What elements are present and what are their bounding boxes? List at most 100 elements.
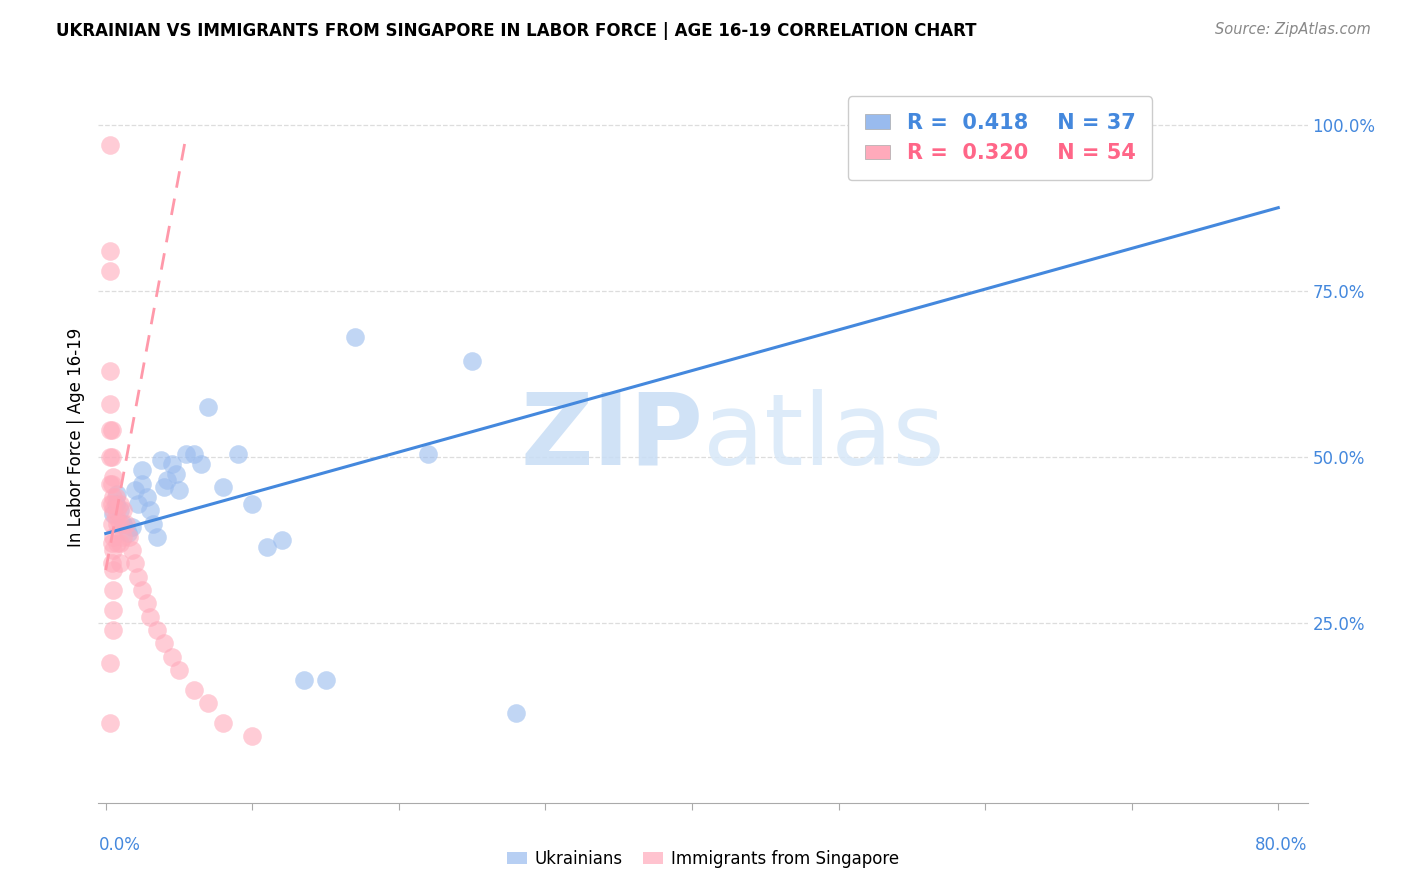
Point: [112, 516, 135, 531]
Point: [101, 470, 124, 484]
Point: [100, 536, 122, 550]
Point: [153, 636, 176, 650]
Point: [115, 516, 138, 531]
Point: [118, 530, 141, 544]
Point: [131, 463, 153, 477]
Point: [98, 397, 121, 411]
Point: [146, 530, 169, 544]
Point: [101, 563, 124, 577]
Text: Source: ZipAtlas.com: Source: ZipAtlas.com: [1215, 22, 1371, 37]
Text: 0.0%: 0.0%: [98, 836, 141, 854]
Point: [240, 497, 263, 511]
Point: [112, 530, 135, 544]
Point: [127, 570, 149, 584]
Point: [105, 509, 128, 524]
Point: [156, 473, 179, 487]
Point: [153, 480, 176, 494]
Point: [505, 706, 527, 720]
Y-axis label: In Labor Force | Age 16-19: In Labor Force | Age 16-19: [66, 327, 84, 547]
Point: [101, 543, 124, 558]
Point: [101, 503, 124, 517]
Point: [315, 673, 337, 687]
Point: [101, 490, 124, 504]
Point: [101, 582, 124, 597]
Point: [101, 603, 124, 617]
Point: [1121, 118, 1143, 132]
Point: [98, 363, 121, 377]
Point: [110, 536, 132, 550]
Point: [131, 582, 153, 597]
Point: [98, 656, 121, 670]
Point: [98, 716, 121, 731]
Point: [135, 490, 157, 504]
Point: [98, 450, 121, 464]
Point: [160, 457, 183, 471]
Legend: Ukrainians, Immigrants from Singapore: Ukrainians, Immigrants from Singapore: [501, 844, 905, 875]
Point: [418, 447, 440, 461]
Point: [138, 609, 160, 624]
Point: [98, 497, 121, 511]
Point: [110, 557, 132, 571]
Point: [461, 353, 484, 368]
Point: [112, 503, 135, 517]
Point: [98, 476, 121, 491]
Point: [107, 536, 129, 550]
Point: [197, 696, 219, 710]
Point: [270, 533, 292, 548]
Point: [135, 596, 157, 610]
Point: [146, 623, 169, 637]
Point: [100, 450, 122, 464]
Point: [100, 516, 122, 531]
Point: [167, 483, 190, 498]
Point: [100, 476, 122, 491]
Point: [100, 424, 122, 438]
Point: [98, 424, 121, 438]
Point: [343, 330, 366, 344]
Point: [176, 447, 198, 461]
Text: atlas: atlas: [703, 389, 945, 485]
Legend: R =  0.418    N = 37, R =  0.320    N = 54: R = 0.418 N = 37, R = 0.320 N = 54: [848, 96, 1152, 180]
Point: [107, 503, 129, 517]
Point: [121, 543, 143, 558]
Point: [167, 663, 190, 677]
Point: [197, 400, 219, 414]
Text: UKRAINIAN VS IMMIGRANTS FROM SINGAPORE IN LABOR FORCE | AGE 16-19 CORRELATION CH: UKRAINIAN VS IMMIGRANTS FROM SINGAPORE I…: [56, 22, 977, 40]
Point: [256, 540, 278, 554]
Point: [101, 623, 124, 637]
Point: [183, 447, 205, 461]
Point: [190, 457, 212, 471]
Text: ZIP: ZIP: [520, 389, 703, 485]
Point: [105, 497, 128, 511]
Point: [212, 716, 235, 731]
Point: [110, 503, 132, 517]
Point: [160, 649, 183, 664]
Point: [101, 530, 124, 544]
Point: [107, 516, 129, 531]
Point: [165, 467, 187, 481]
Point: [127, 497, 149, 511]
Point: [124, 557, 146, 571]
Point: [100, 497, 122, 511]
Point: [212, 480, 235, 494]
Point: [138, 503, 160, 517]
Point: [131, 476, 153, 491]
Point: [226, 447, 249, 461]
Point: [183, 682, 205, 697]
Point: [100, 557, 122, 571]
Point: [292, 673, 315, 687]
Point: [150, 453, 173, 467]
Point: [107, 486, 129, 500]
Point: [110, 497, 132, 511]
Point: [117, 526, 139, 541]
Point: [124, 483, 146, 498]
Point: [110, 516, 132, 531]
Point: [98, 137, 121, 152]
Point: [98, 264, 121, 278]
Point: [98, 244, 121, 258]
Point: [121, 520, 143, 534]
Point: [105, 490, 128, 504]
Point: [142, 516, 165, 531]
Point: [101, 507, 124, 521]
Text: 80.0%: 80.0%: [1256, 836, 1308, 854]
Point: [240, 729, 263, 743]
